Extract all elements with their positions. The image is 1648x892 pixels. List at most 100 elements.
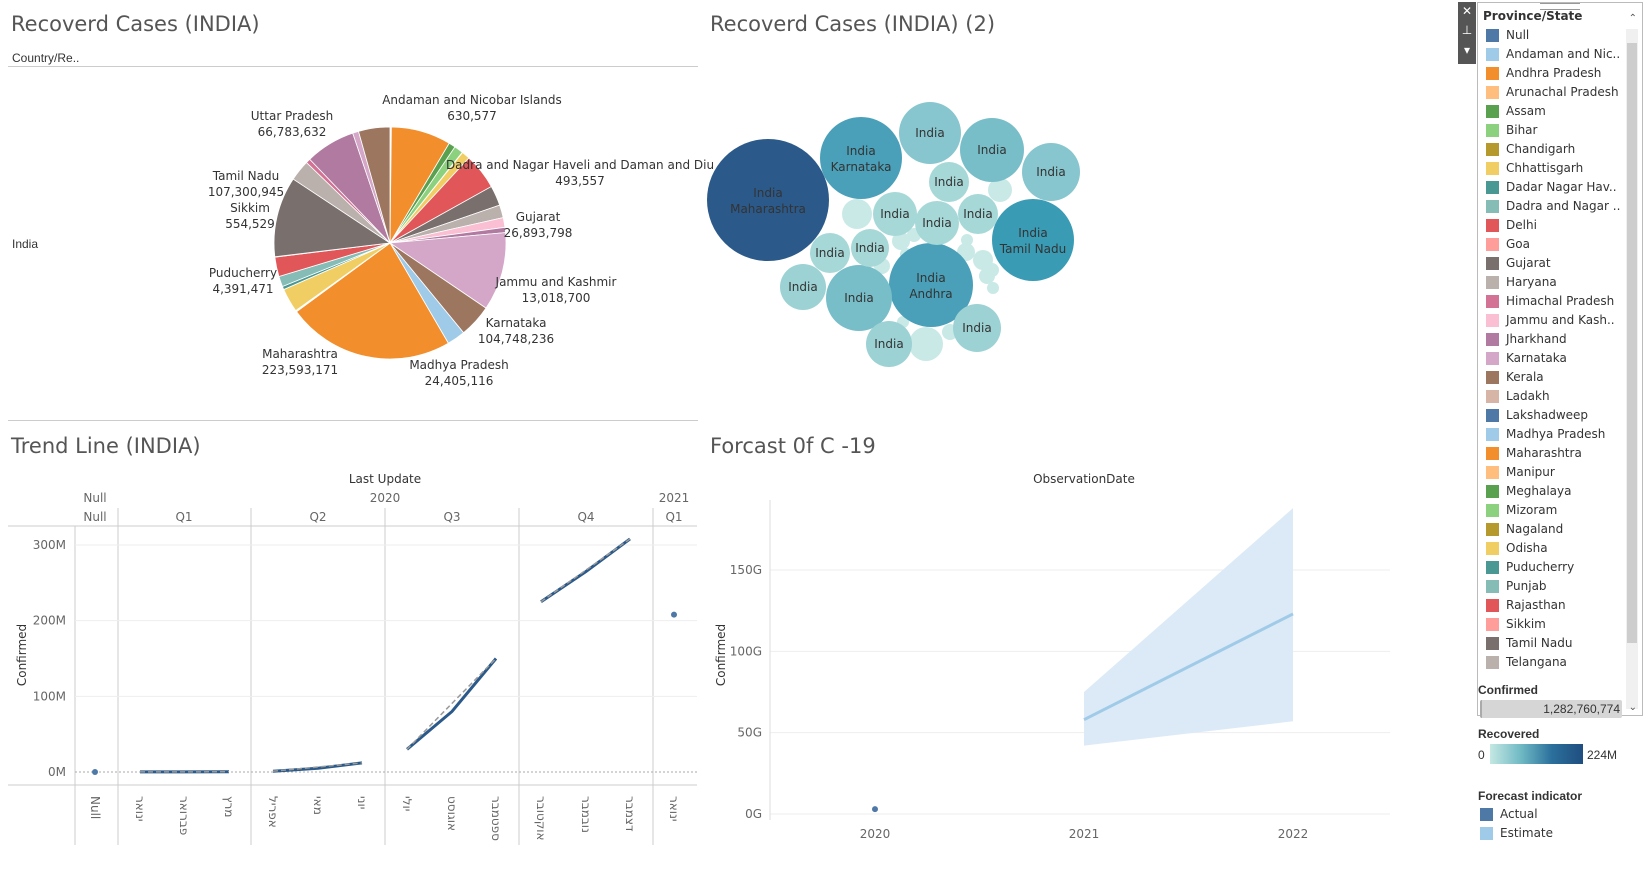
legend-item[interactable]: Manipur xyxy=(1486,463,1555,481)
bubble[interactable] xyxy=(987,282,999,294)
bubble[interactable] xyxy=(1022,143,1080,201)
trend-series-line[interactable] xyxy=(406,657,498,751)
legend-item[interactable]: Lakshadweep xyxy=(1486,406,1588,424)
forecast-legend-actual[interactable]: Actual xyxy=(1480,805,1538,823)
pie-chart[interactable]: Andaman and Nicobar Islands 630,577 Dadra … xyxy=(0,0,714,420)
pie-slice[interactable] xyxy=(358,126,391,244)
scroll-down-icon[interactable]: ⌄ xyxy=(1628,702,1637,713)
legend-label: Meghalaya xyxy=(1506,484,1572,498)
trend-point[interactable] xyxy=(671,611,677,618)
legend-item[interactable]: Dadar Nagar Hav.. xyxy=(1486,178,1617,196)
legend-item[interactable]: Dadra and Nagar .. xyxy=(1486,197,1620,215)
legend-label: Nagaland xyxy=(1506,522,1564,536)
bubble[interactable] xyxy=(992,199,1074,281)
bubble[interactable] xyxy=(988,178,1012,202)
close-icon[interactable]: ✕ xyxy=(1461,4,1473,18)
legend-item[interactable]: Tamil Nadu xyxy=(1486,634,1572,652)
dropdown-arrow-icon[interactable]: ▾ xyxy=(1463,43,1471,57)
bubble-chart[interactable]: India Maharashtra India Karnataka India Tamil… xyxy=(700,70,1120,380)
bubble[interactable] xyxy=(899,102,961,164)
bubble[interactable] xyxy=(707,139,829,261)
bubble-label: India xyxy=(962,321,991,335)
pie-slice[interactable] xyxy=(388,232,507,309)
legend-item[interactable]: Chandigarh xyxy=(1486,140,1575,158)
bubble[interactable] xyxy=(873,192,917,236)
bubble[interactable] xyxy=(929,162,969,202)
size-legend-bar xyxy=(1480,700,1622,718)
bubble[interactable] xyxy=(961,234,973,246)
legend-item[interactable]: Mizoram xyxy=(1486,501,1557,519)
bubble[interactable] xyxy=(842,199,872,229)
legend-item[interactable]: Madhya Pradesh xyxy=(1486,425,1605,443)
legend-item[interactable]: Nagaland xyxy=(1486,520,1563,538)
legend-item[interactable]: Punjab xyxy=(1486,577,1547,595)
legend-item[interactable]: Assam xyxy=(1486,102,1546,120)
bubble[interactable] xyxy=(866,321,912,367)
color-legend-min: 0 xyxy=(1478,748,1485,762)
bubble[interactable] xyxy=(892,232,910,250)
legend-item[interactable]: Puducherry xyxy=(1486,558,1574,576)
forecast-actual-point[interactable] xyxy=(872,806,878,813)
legend-item[interactable]: Bihar xyxy=(1486,121,1537,139)
bubble[interactable] xyxy=(826,265,892,331)
forecast-legend-estimate[interactable]: Estimate xyxy=(1480,824,1553,842)
forecast-estimate-line[interactable] xyxy=(1083,612,1294,721)
province-legend[interactable]: Province/State Null Andaman and Nic.. Andh… xyxy=(1477,2,1643,716)
legend-item[interactable]: Meghalaya xyxy=(1486,482,1571,500)
bubble[interactable] xyxy=(915,201,959,245)
trend-point[interactable] xyxy=(92,769,98,775)
bubble[interactable] xyxy=(909,327,943,361)
trend-year-label: Null xyxy=(83,491,106,505)
forecast-chart[interactable]: ObservationDate 0G 50G 100G 150G Confirmed 202… xyxy=(700,470,1390,850)
legend-item[interactable]: Null xyxy=(1486,26,1529,44)
legend-controls[interactable]: ✕ ⊥ ▾ xyxy=(1458,2,1476,64)
legend-label: Null xyxy=(1506,28,1530,42)
legend-item[interactable]: Sikkim xyxy=(1486,615,1546,633)
bubble[interactable] xyxy=(958,194,998,234)
bubble[interactable] xyxy=(820,117,902,199)
legend-item[interactable]: Goa xyxy=(1486,235,1530,253)
legend-item[interactable]: Karnataka xyxy=(1486,349,1567,367)
bubble-label: India xyxy=(1018,226,1047,240)
legend-item[interactable]: Maharashtra xyxy=(1486,444,1582,462)
bubble[interactable] xyxy=(889,243,973,327)
legend-item[interactable]: Telangana xyxy=(1486,653,1567,671)
legend-swatch xyxy=(1486,617,1499,631)
pie-slice[interactable] xyxy=(295,242,449,360)
drag-handle-icon[interactable] xyxy=(1540,3,1580,10)
bubble[interactable] xyxy=(780,264,826,310)
legend-swatch xyxy=(1486,636,1499,650)
legend-item[interactable]: Chhattisgarh xyxy=(1486,159,1583,177)
trend-line-chart[interactable]: Last Update Null 2020 2021 Null Q1 Q2 Q3 Q4 Q1 0M 1… xyxy=(0,470,700,850)
bubble[interactable] xyxy=(851,229,889,267)
legend-item[interactable]: Jammu and Kash.. xyxy=(1486,311,1615,329)
legend-item[interactable]: Arunachal Pradesh xyxy=(1486,83,1619,101)
legend-swatch xyxy=(1486,484,1499,498)
scroll-up-icon[interactable]: ⌃ xyxy=(1628,13,1637,24)
pie-label-value: 13,018,700 xyxy=(522,291,591,305)
bubble[interactable] xyxy=(960,118,1024,182)
bubble-label: India xyxy=(855,241,884,255)
legend-item[interactable]: Kerala xyxy=(1486,368,1544,386)
legend-item[interactable]: Rajasthan xyxy=(1486,596,1566,614)
legend-item[interactable]: Andaman and Nic.. xyxy=(1486,45,1620,63)
pie-slice[interactable] xyxy=(273,178,392,258)
trend-month-label: יולי xyxy=(400,796,414,811)
bubble[interactable] xyxy=(953,304,1001,352)
legend-label: Gujarat xyxy=(1506,256,1551,270)
legend-item[interactable]: Haryana xyxy=(1486,273,1557,291)
pin-icon[interactable]: ⊥ xyxy=(1461,23,1473,37)
legend-item[interactable]: Jharkhand xyxy=(1486,330,1567,348)
bubble[interactable] xyxy=(810,233,850,273)
legend-scroll-thumb[interactable] xyxy=(1627,43,1637,643)
legend-label: Goa xyxy=(1506,237,1530,251)
bubble[interactable] xyxy=(985,263,999,277)
legend-item[interactable]: Himachal Pradesh xyxy=(1486,292,1614,310)
trend-month-label: מאי xyxy=(311,796,325,815)
legend-item[interactable]: Delhi xyxy=(1486,216,1537,234)
legend-item[interactable]: Gujarat xyxy=(1486,254,1551,272)
legend-item[interactable]: Andhra Pradesh xyxy=(1486,64,1601,82)
legend-item[interactable]: Odisha xyxy=(1486,539,1548,557)
legend-item[interactable]: Ladakh xyxy=(1486,387,1550,405)
legend-swatch xyxy=(1486,427,1499,441)
